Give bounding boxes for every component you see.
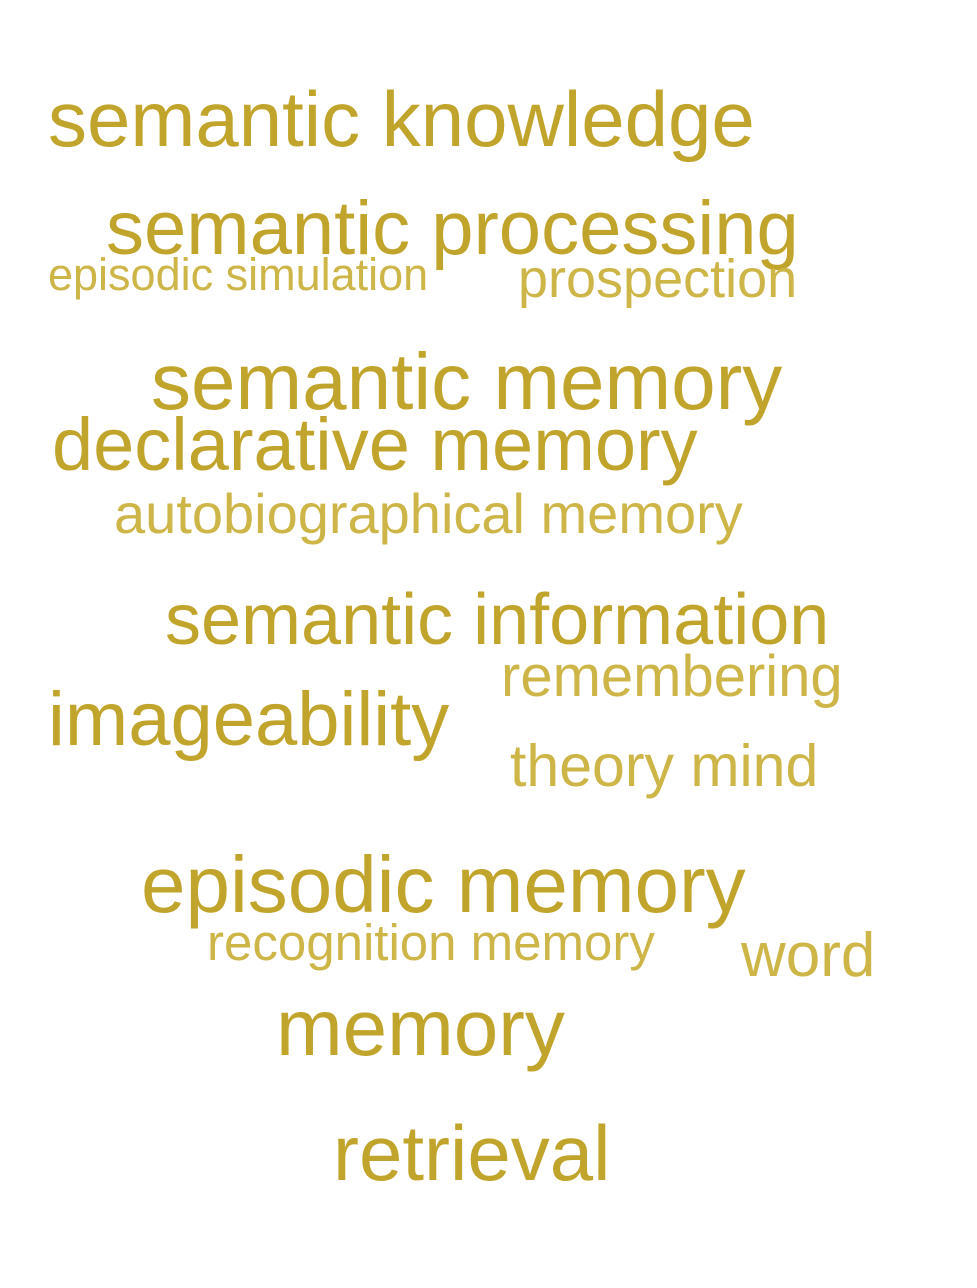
- word-imageability: imageability: [48, 677, 450, 762]
- word-semantic-information: semantic information: [165, 580, 830, 660]
- word-recognition-memory: recognition memory: [207, 914, 655, 971]
- word-declarative-memory: declarative memory: [52, 403, 698, 486]
- word-theory-mind: theory mind: [510, 733, 819, 799]
- word-episodic-simulation: episodic simulation: [48, 249, 429, 300]
- word-retrieval: retrieval: [333, 1109, 611, 1197]
- word-episodic-memory: episodic memory: [141, 840, 746, 929]
- word-word: word: [741, 921, 876, 990]
- word-memory: memory: [276, 983, 565, 1072]
- word-semantic-processing: semantic processing: [106, 186, 799, 271]
- word-remembering: remembering: [501, 644, 843, 709]
- word-prospection: prospection: [518, 249, 798, 309]
- word-autobiographical-memory: autobiographical memory: [114, 482, 743, 545]
- word-semantic-memory: semantic memory: [151, 337, 783, 426]
- word-semantic-knowledge: semantic knowledge: [48, 75, 755, 163]
